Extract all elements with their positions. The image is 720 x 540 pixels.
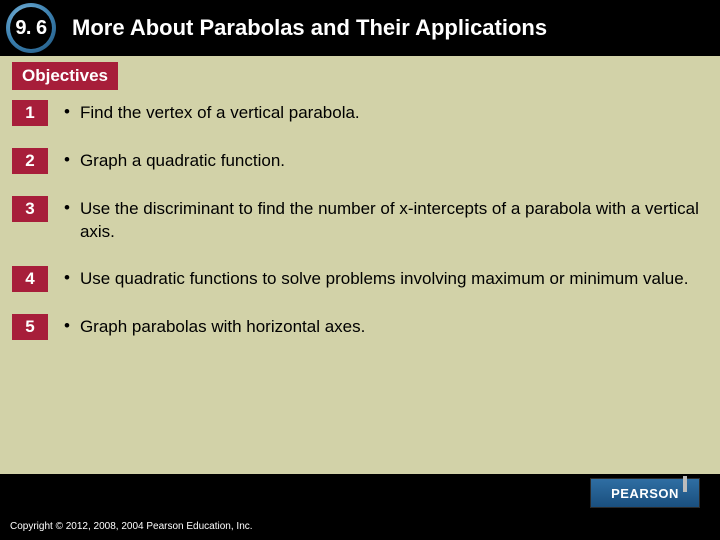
objective-row: 4 • Use quadratic functions to solve pro… <box>12 266 708 292</box>
footer: PEARSON Copyright © 2012, 2008, 2004 Pea… <box>0 474 720 540</box>
page-title: More About Parabolas and Their Applicati… <box>72 15 547 41</box>
objective-text: Graph parabolas with horizontal axes. <box>80 316 365 339</box>
header-bar: 9. 6 More About Parabolas and Their Appl… <box>0 0 720 56</box>
objective-row: 3 • Use the discriminant to find the num… <box>12 196 708 244</box>
section-number: 9. 6 <box>15 17 46 40</box>
objective-text: Use quadratic functions to solve problem… <box>80 268 688 291</box>
objective-number: 1 <box>12 100 48 126</box>
content-area: Objectives 1 • Find the vertex of a vert… <box>0 56 720 474</box>
objective-row: 5 • Graph parabolas with horizontal axes… <box>12 314 708 340</box>
bullet-icon: • <box>64 268 70 288</box>
section-number-badge: 9. 6 <box>6 3 56 53</box>
bullet-icon: • <box>64 102 70 122</box>
objectives-list: 1 • Find the vertex of a vertical parabo… <box>12 100 708 340</box>
objective-number: 3 <box>12 196 48 222</box>
logo-tab-icon <box>683 476 687 492</box>
objective-number: 2 <box>12 148 48 174</box>
pearson-logo: PEARSON <box>590 478 700 508</box>
bullet-icon: • <box>64 150 70 170</box>
copyright-text: Copyright © 2012, 2008, 2004 Pearson Edu… <box>10 521 253 532</box>
objectives-heading: Objectives <box>12 62 118 90</box>
objective-row: 2 • Graph a quadratic function. <box>12 148 708 174</box>
logo-text: PEARSON <box>611 486 679 501</box>
objective-text: Use the discriminant to find the number … <box>80 198 708 244</box>
bullet-icon: • <box>64 198 70 218</box>
objective-row: 1 • Find the vertex of a vertical parabo… <box>12 100 708 126</box>
objective-number: 5 <box>12 314 48 340</box>
bullet-icon: • <box>64 316 70 336</box>
objective-text: Find the vertex of a vertical parabola. <box>80 102 360 125</box>
objective-text: Graph a quadratic function. <box>80 150 285 173</box>
objective-number: 4 <box>12 266 48 292</box>
